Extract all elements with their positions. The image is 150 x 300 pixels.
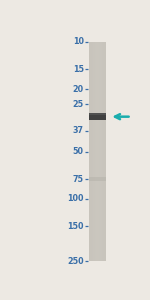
Text: 250: 250	[67, 257, 84, 266]
Bar	[105, 42, 106, 261]
Bar	[100, 42, 101, 261]
Bar	[88, 113, 106, 115]
Bar	[96, 42, 97, 261]
Text: 150: 150	[67, 222, 84, 231]
Bar	[88, 177, 106, 181]
Bar	[103, 42, 104, 261]
Text: 20: 20	[73, 85, 84, 94]
Bar	[98, 42, 99, 261]
Text: 10: 10	[73, 37, 84, 46]
Bar	[88, 42, 89, 261]
Bar	[101, 42, 102, 261]
Bar	[88, 113, 106, 120]
Text: 37: 37	[73, 127, 84, 136]
Bar	[93, 42, 94, 261]
Bar	[104, 42, 105, 261]
Bar	[97, 42, 98, 261]
Bar	[99, 42, 100, 261]
Bar	[90, 42, 91, 261]
Text: 100: 100	[67, 194, 84, 203]
Text: 50: 50	[73, 147, 84, 156]
Text: 75: 75	[73, 175, 84, 184]
Bar	[92, 42, 93, 261]
Bar	[89, 42, 90, 261]
Bar	[91, 42, 92, 261]
Bar	[102, 42, 103, 261]
Bar	[88, 42, 106, 261]
Bar	[94, 42, 95, 261]
Text: 25: 25	[73, 100, 84, 109]
Text: 15: 15	[73, 65, 84, 74]
